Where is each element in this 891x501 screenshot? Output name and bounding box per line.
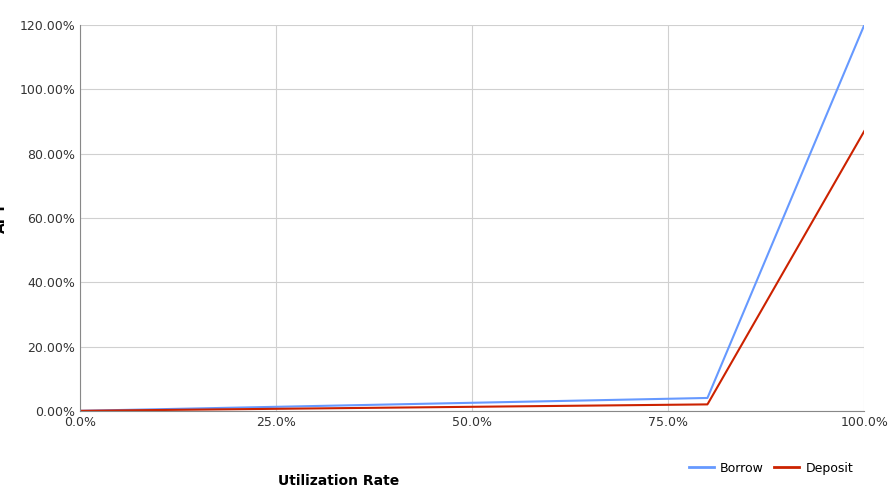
Borrow [836,76,846,82]
Legend: Borrow, Deposit: Borrow, Deposit [684,457,858,480]
Deposit [692,401,703,407]
Deposit [436,404,446,410]
Text: Utilization Rate: Utilization Rate [278,474,399,488]
Deposit [75,408,86,414]
Borrow [836,77,846,83]
Line: Borrow: Borrow [80,25,864,411]
Borrow [456,400,467,406]
Deposit [836,168,846,174]
Borrow [115,407,126,413]
Borrow [436,400,446,406]
Deposit [456,404,467,410]
Line: Deposit: Deposit [80,131,864,411]
Borrow [75,408,86,414]
Deposit [836,168,846,174]
Y-axis label: APY: APY [0,202,8,233]
Deposit [115,407,126,413]
Borrow [692,395,703,401]
Deposit [859,128,870,134]
Borrow [859,22,870,28]
